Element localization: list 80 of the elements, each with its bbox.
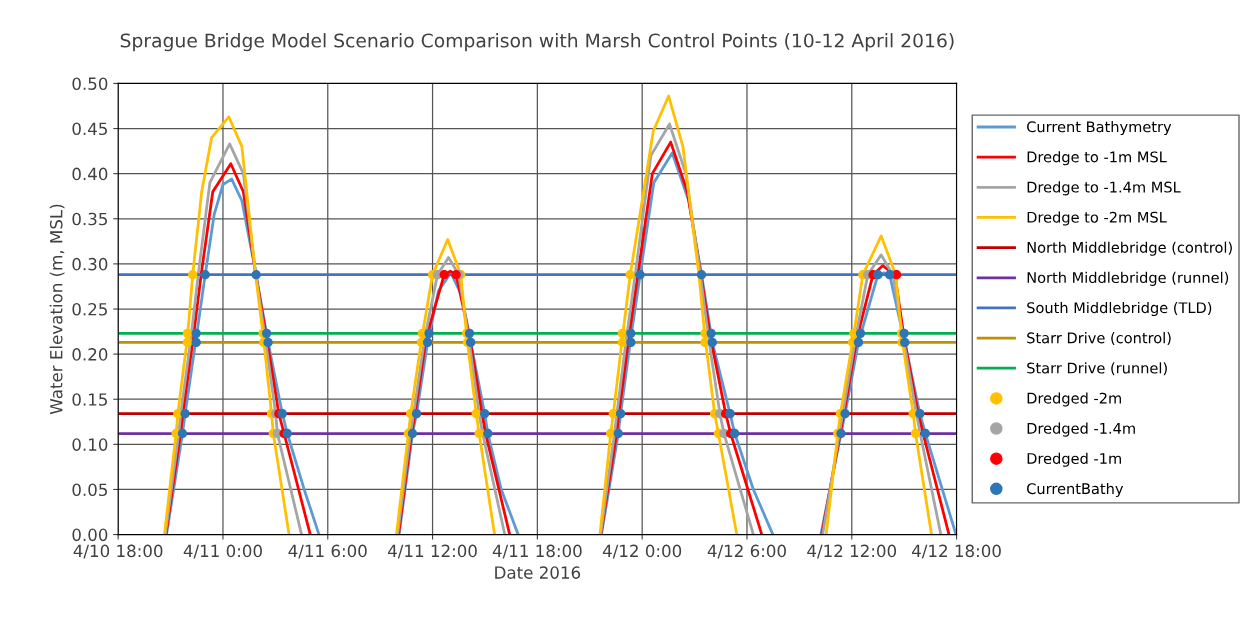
legend-label: Dredged -1.4m	[1027, 422, 1135, 437]
legend-label: North Middlebridge (runnel)	[1027, 271, 1229, 286]
point	[873, 270, 883, 280]
point	[407, 428, 418, 439]
point	[707, 337, 717, 348]
point	[626, 328, 636, 339]
point	[855, 328, 866, 339]
y-tick-label: 0.40	[72, 167, 108, 181]
legend-label: North Middlebridge (control)	[1027, 241, 1232, 256]
point	[483, 428, 493, 439]
x-tick-label: 4/12 18:00	[912, 544, 1001, 559]
point	[706, 328, 716, 339]
point	[617, 328, 628, 339]
legend-label: Dredge to -2m MSL	[1027, 211, 1167, 226]
x-tick-label: 4/12 0:00	[602, 544, 682, 559]
x-tick-label: 4/11 12:00	[388, 544, 477, 559]
point	[251, 270, 261, 280]
x-tick-label: 4/11 0:00	[183, 544, 262, 559]
point	[177, 428, 188, 439]
point	[200, 270, 210, 280]
point	[188, 270, 198, 280]
x-tick-label: 4/11 6:00	[288, 544, 367, 559]
y-tick-label: 0.35	[72, 212, 107, 226]
legend-label: Dredged -2m	[1027, 392, 1121, 407]
y-tick-label: 0.10	[72, 438, 108, 451]
point	[474, 428, 484, 439]
point	[613, 428, 623, 439]
y-tick-label: 0.25	[72, 302, 107, 316]
point	[411, 409, 422, 419]
point	[606, 428, 616, 439]
y-tick-label: 0.50	[72, 77, 108, 90]
point	[424, 328, 434, 339]
x-tick-label: 4/11 18:00	[492, 544, 582, 559]
point	[617, 337, 628, 348]
chart-title: Sprague Bridge Model Scenario Comparison with Marsh Control Points (10-12 April 2016)	[120, 33, 954, 52]
point	[439, 270, 449, 280]
legend-label: Dredged -1m	[1027, 452, 1121, 467]
x-axis-title: Date 2016	[495, 566, 581, 579]
point	[191, 328, 201, 339]
point	[191, 337, 201, 348]
y-tick-label: 0.15	[72, 393, 107, 406]
y-tick-label: 0.00	[72, 528, 108, 542]
point	[725, 409, 735, 419]
point	[261, 328, 272, 339]
point	[180, 409, 190, 419]
y-axis-title: Water Elevation (m, MSL)	[49, 204, 65, 415]
legend-label: Starr Drive (control)	[1027, 332, 1171, 346]
point	[625, 270, 635, 280]
x-tick-label: 4/12 6:00	[707, 544, 786, 559]
y-tick-label: 0.20	[72, 348, 108, 361]
legend-label: Dredge to -1m MSL	[1027, 151, 1167, 166]
point	[915, 409, 925, 419]
point	[466, 337, 476, 348]
legend-label: Dredge to -1.4m MSL	[1027, 181, 1181, 196]
point	[615, 409, 626, 419]
point	[422, 337, 433, 348]
point	[277, 409, 288, 419]
point	[182, 328, 193, 339]
point	[263, 337, 273, 348]
point	[853, 337, 864, 348]
point	[884, 270, 895, 280]
point	[910, 428, 921, 439]
legend-label: South Middlebridge (TLD)	[1027, 301, 1212, 317]
y-tick-label: 0.05	[72, 483, 107, 497]
point	[471, 409, 481, 419]
point	[840, 409, 850, 419]
legend-label: Current Bathymetry	[1027, 121, 1172, 136]
y-tick-label: 0.30	[72, 257, 108, 271]
point	[635, 270, 645, 280]
legend-label: CurrentBathy	[1027, 482, 1124, 497]
legend-label: Starr Drive (runnel)	[1027, 362, 1167, 376]
y-tick-label: 0.45	[72, 122, 107, 136]
point	[696, 270, 707, 280]
x-tick-label: 4/12 12:00	[807, 544, 897, 559]
point	[920, 428, 931, 439]
point	[480, 409, 490, 419]
point	[626, 337, 636, 348]
x-tick-label: 4/10 18:00	[73, 544, 163, 559]
point	[730, 428, 740, 439]
point	[182, 337, 193, 348]
